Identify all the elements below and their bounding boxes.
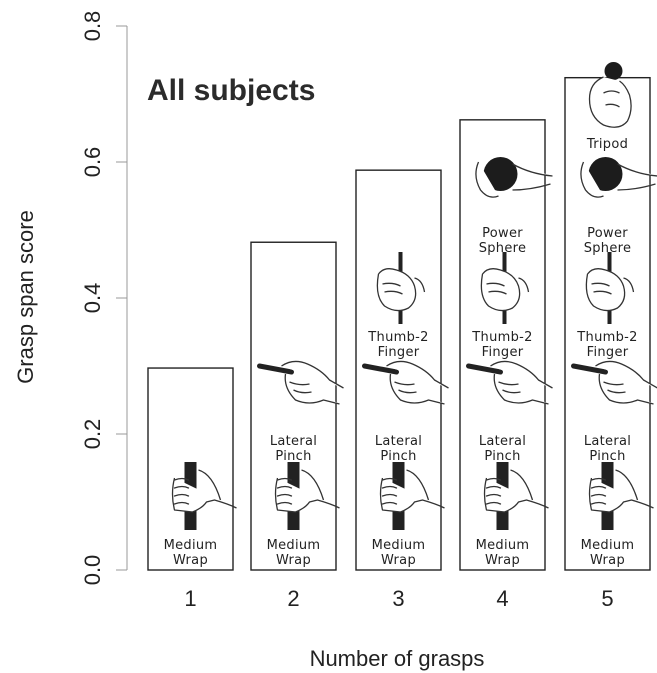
grasp-label: Medium <box>372 538 426 553</box>
x-axis: 1 2 3 4 5 <box>184 586 613 611</box>
medium-wrap-icon <box>483 462 549 530</box>
grasp-label: Power <box>587 226 628 241</box>
grasp-label: Finger <box>587 345 629 360</box>
x-axis-title: Number of grasps <box>310 646 485 671</box>
thumb-2-finger-icon <box>480 252 530 324</box>
grasp-label: Finger <box>378 345 420 360</box>
grasp-label: Thumb-2 <box>471 330 532 345</box>
grasp-label: Sphere <box>584 241 632 256</box>
bars: MediumWrapMediumWrapLateralPinchMediumWr… <box>147 62 657 571</box>
lateral-pinch-icon <box>257 360 344 405</box>
grasp-label: Lateral <box>479 434 526 449</box>
x-tick-label: 1 <box>184 586 196 611</box>
bar <box>147 367 234 571</box>
y-tick-label: 0.2 <box>80 419 105 450</box>
grasp-label: Wrap <box>485 553 520 568</box>
thumb-2-finger-icon <box>376 252 426 324</box>
lateral-pinch-icon <box>362 360 449 405</box>
grasp-label: Wrap <box>173 553 208 568</box>
lateral-pinch-icon <box>466 360 553 405</box>
thumb-2-finger-icon <box>585 252 635 324</box>
x-tick-label: 4 <box>496 586 508 611</box>
y-axis-title: Grasp span score <box>13 210 38 384</box>
y-tick-label: 0.8 <box>80 11 105 42</box>
grasp-label: Power <box>482 226 523 241</box>
y-tick-label: 0.6 <box>80 147 105 178</box>
grasp-label: Lateral <box>270 434 317 449</box>
tripod-icon <box>588 62 632 128</box>
grasp-label: Lateral <box>375 434 422 449</box>
grasp-label: Lateral <box>584 434 631 449</box>
medium-wrap-icon <box>274 462 340 530</box>
grasp-label: Pinch <box>589 449 625 464</box>
grasp-label: Finger <box>482 345 524 360</box>
medium-wrap-icon <box>588 462 654 530</box>
grasp-label: Medium <box>267 538 321 553</box>
grasp-label: Medium <box>581 538 635 553</box>
grasp-label: Medium <box>476 538 530 553</box>
grasp-label: Pinch <box>275 449 311 464</box>
grasp-label: Sphere <box>479 241 527 256</box>
x-tick-label: 5 <box>601 586 613 611</box>
y-tick-label: 0.0 <box>80 555 105 586</box>
x-tick-label: 3 <box>392 586 404 611</box>
grasp-label: Wrap <box>381 553 416 568</box>
grasp-label: Pinch <box>380 449 416 464</box>
grasp-label: Wrap <box>276 553 311 568</box>
medium-wrap-icon <box>379 462 445 530</box>
power-sphere-icon <box>475 157 553 198</box>
medium-wrap-icon <box>171 462 237 530</box>
y-axis: 0.0 0.2 0.4 0.6 0.8 <box>80 11 127 586</box>
grasp-label: Wrap <box>590 553 625 568</box>
grasp-label: Medium <box>164 538 218 553</box>
grasp-label: Thumb-2 <box>576 330 637 345</box>
lateral-pinch-icon <box>571 360 657 405</box>
grasp-label: Pinch <box>484 449 520 464</box>
x-tick-label: 2 <box>287 586 299 611</box>
y-tick-label: 0.4 <box>80 283 105 314</box>
grasp-label: Tripod <box>586 137 628 152</box>
chart-title: All subjects <box>147 74 315 107</box>
grasp-label: Thumb-2 <box>367 330 428 345</box>
power-sphere-icon <box>580 157 657 198</box>
